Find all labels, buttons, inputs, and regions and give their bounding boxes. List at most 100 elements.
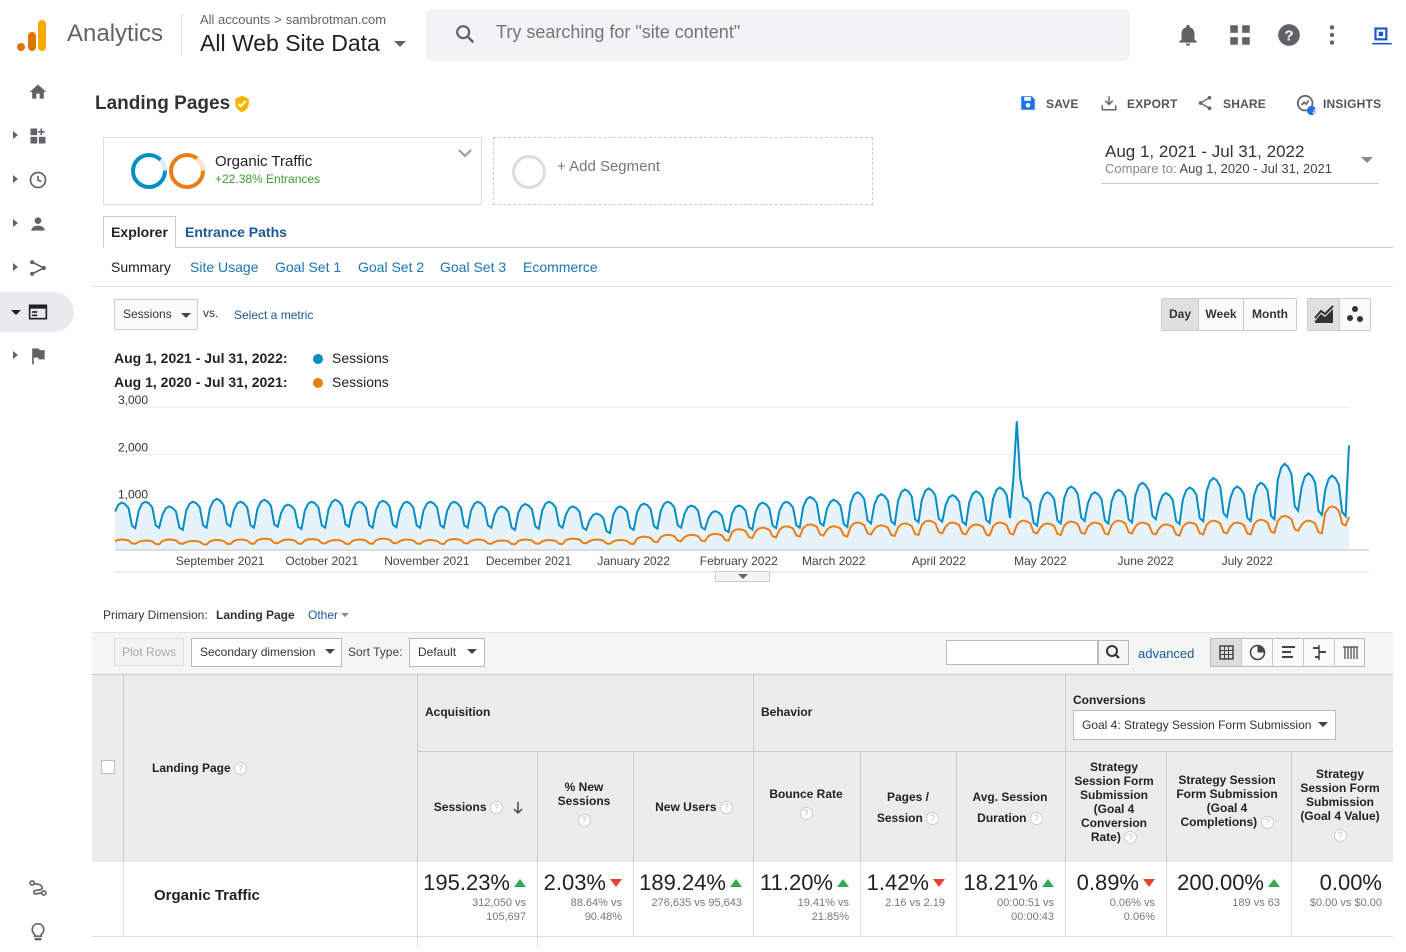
secondary-dimension-select[interactable]: Secondary dimension bbox=[191, 638, 342, 667]
help-icon[interactable]: ? bbox=[1124, 831, 1138, 845]
comparison-line: 0.06% bbox=[1123, 911, 1155, 923]
goal-select[interactable]: Goal 4: Strategy Session Form Submission bbox=[1073, 710, 1336, 740]
legend-current-dot bbox=[313, 354, 323, 364]
more-vert-icon[interactable] bbox=[1319, 22, 1345, 48]
select-all-checkbox[interactable] bbox=[101, 760, 115, 774]
pages-session-column-header[interactable]: Pages / Session ? bbox=[866, 787, 950, 829]
nav-customization[interactable] bbox=[0, 116, 74, 156]
subtab-goal-set-2[interactable]: Goal Set 2 bbox=[358, 259, 425, 275]
nav-acquisition[interactable] bbox=[0, 248, 74, 288]
bounce-rate-column-header[interactable]: Bounce Rate? bbox=[762, 787, 850, 820]
period-month-button[interactable]: Month bbox=[1252, 307, 1288, 321]
plot-rows-button[interactable]: Plot Rows bbox=[114, 638, 184, 666]
primary-dimension-other[interactable]: Other bbox=[308, 608, 350, 622]
analytics-logo[interactable] bbox=[16, 18, 48, 52]
nav-behavior[interactable] bbox=[0, 292, 74, 332]
pages-comparison: 2.16 vs 2.19 bbox=[861, 896, 945, 910]
data-table-view-button[interactable] bbox=[1211, 639, 1242, 666]
nav-realtime[interactable] bbox=[0, 160, 74, 200]
subtab-goal-set-1[interactable]: Goal Set 1 bbox=[275, 259, 342, 275]
avg-duration-column-header[interactable]: Avg. Session Duration ? bbox=[963, 787, 1057, 829]
segment-entrances-change: +22.38% Entrances bbox=[215, 172, 321, 186]
comparison-line: 189 vs 63 bbox=[1232, 897, 1280, 909]
nav-audience[interactable] bbox=[0, 204, 74, 244]
view-selector[interactable]: All Web Site Data bbox=[200, 30, 380, 56]
row-segment-name: Organic Traffic bbox=[154, 887, 260, 904]
advanced-filter-link[interactable]: advanced bbox=[1138, 646, 1195, 661]
new-sessions-comparison: 88.64% vs 90.48% bbox=[538, 896, 622, 924]
help-icon[interactable]: ? bbox=[1029, 812, 1043, 826]
change-value: 200.00% bbox=[1177, 870, 1264, 895]
x-tick-label: September 2021 bbox=[176, 554, 265, 568]
help-icon[interactable]: ? bbox=[926, 812, 940, 826]
chart-resize-handle[interactable] bbox=[715, 571, 770, 582]
sessions-column-header[interactable]: Sessions ? bbox=[424, 800, 534, 815]
add-segment-label[interactable]: + Add Segment bbox=[557, 158, 660, 175]
clock-icon bbox=[29, 171, 47, 189]
breadcrumb-site[interactable]: sambrotman.com bbox=[285, 12, 387, 27]
subtabs-divider bbox=[92, 286, 1393, 287]
nav-discover[interactable] bbox=[0, 912, 74, 952]
subtab-goal-set-3[interactable]: Goal Set 3 bbox=[440, 259, 507, 275]
help-icon[interactable]: ? bbox=[719, 801, 733, 815]
comparison-view-button[interactable] bbox=[1304, 639, 1335, 666]
new-users-header-label: New Users bbox=[655, 800, 717, 814]
help-icon[interactable]: ? bbox=[1260, 816, 1274, 830]
sort-descending-icon[interactable] bbox=[512, 801, 524, 815]
nav-conversions[interactable] bbox=[0, 336, 74, 376]
period-day-button[interactable]: Day bbox=[1162, 299, 1199, 330]
col-divider bbox=[417, 862, 418, 936]
help-icon[interactable]: ? bbox=[234, 762, 248, 776]
select-metric-link[interactable]: Select a metric bbox=[234, 308, 314, 322]
nav-attribution[interactable] bbox=[0, 868, 74, 908]
help-icon[interactable]: ? bbox=[1276, 22, 1302, 48]
account-breadcrumb[interactable]: All accounts > sambrotman.com bbox=[200, 12, 386, 27]
caret-down-icon bbox=[325, 649, 335, 654]
search-input[interactable] bbox=[496, 22, 1096, 43]
goal-value-column-header[interactable]: Strategy Session Form Submission (Goal 4… bbox=[1296, 767, 1384, 842]
date-caret-icon[interactable] bbox=[1361, 157, 1373, 163]
home-icon bbox=[29, 84, 47, 99]
percentage-view-button[interactable] bbox=[1242, 639, 1273, 666]
performance-view-button[interactable] bbox=[1273, 639, 1304, 666]
tab-entrance-paths[interactable]: Entrance Paths bbox=[185, 224, 287, 240]
motion-chart-icon[interactable] bbox=[1340, 299, 1371, 330]
segment-card[interactable] bbox=[103, 137, 482, 205]
account-avatar-icon[interactable] bbox=[1369, 22, 1395, 48]
line-chart-mode-button[interactable] bbox=[1308, 299, 1340, 330]
table-search-button[interactable] bbox=[1098, 640, 1129, 665]
new-sessions-column-header[interactable]: % New Sessions? bbox=[545, 780, 623, 827]
bell-icon[interactable] bbox=[1175, 22, 1201, 48]
subtab-site-usage[interactable]: Site Usage bbox=[190, 259, 259, 275]
col-divider bbox=[956, 862, 957, 936]
metric-select[interactable]: Sessions bbox=[114, 299, 198, 330]
breadcrumb-all-accounts[interactable]: All accounts bbox=[200, 12, 271, 27]
help-icon[interactable]: ? bbox=[489, 801, 503, 815]
pivot-view-button[interactable] bbox=[1335, 639, 1366, 666]
completions-column-header[interactable]: Strategy Session Form Submission (Goal 4… bbox=[1172, 773, 1282, 830]
sessions-line-chart[interactable]: 3,000 2,000 1,000 September 2021 October 202… bbox=[103, 395, 1373, 575]
new-users-column-header[interactable]: New Users ? bbox=[640, 800, 748, 815]
landing-page-header[interactable]: Landing Page ? bbox=[152, 761, 248, 776]
app-name[interactable]: Analytics bbox=[67, 20, 164, 47]
table-search-input[interactable] bbox=[946, 640, 1098, 665]
apps-grid-icon[interactable] bbox=[1227, 22, 1253, 48]
help-icon[interactable]: ? bbox=[1333, 829, 1347, 842]
change-value: 0.00% bbox=[1319, 870, 1382, 895]
period-week-button[interactable]: Week bbox=[1199, 299, 1244, 330]
compare-range[interactable]: Compare to: Aug 1, 2020 - Jul 31, 2021 bbox=[1105, 161, 1332, 176]
conversion-rate-column-header[interactable]: Strategy Session Form Submission (Goal 4… bbox=[1071, 760, 1157, 845]
nav-home[interactable] bbox=[0, 72, 74, 112]
help-icon[interactable]: ? bbox=[799, 807, 813, 820]
subtab-ecommerce[interactable]: Ecommerce bbox=[523, 259, 598, 275]
arrow-down-icon bbox=[1143, 879, 1155, 887]
arrow-up-icon bbox=[730, 879, 742, 887]
chevron-down-icon[interactable] bbox=[458, 148, 472, 158]
search-icon[interactable] bbox=[454, 23, 476, 45]
date-range[interactable]: Aug 1, 2021 - Jul 31, 2022 bbox=[1105, 142, 1305, 161]
caret-down-icon[interactable] bbox=[394, 41, 406, 47]
add-segment-button[interactable] bbox=[493, 137, 873, 205]
subtab-summary[interactable]: Summary bbox=[111, 259, 171, 275]
help-icon[interactable]: ? bbox=[577, 814, 591, 827]
tab-explorer[interactable]: Explorer bbox=[103, 216, 176, 248]
